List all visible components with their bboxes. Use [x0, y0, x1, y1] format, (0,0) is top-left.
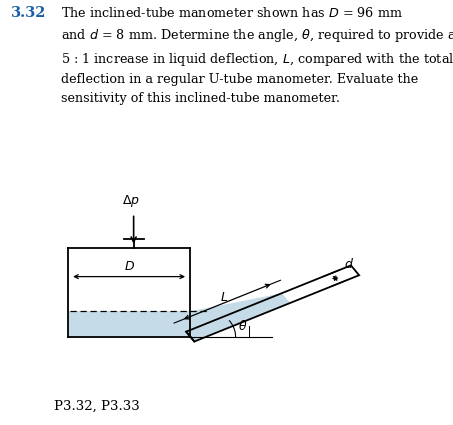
Text: $\Delta p$: $\Delta p$ — [122, 193, 140, 209]
Text: The inclined-tube manometer shown has $D$ = 96 mm
and $d$ = 8 mm. Determine the : The inclined-tube manometer shown has $D… — [61, 6, 453, 105]
Polygon shape — [186, 293, 290, 342]
Polygon shape — [190, 293, 290, 337]
Text: $d$: $d$ — [344, 257, 354, 271]
Text: 3.32: 3.32 — [11, 6, 47, 20]
Text: $D$: $D$ — [124, 260, 135, 273]
Text: $L$: $L$ — [220, 291, 228, 304]
Polygon shape — [68, 312, 190, 337]
Text: P3.32, P3.33: P3.32, P3.33 — [54, 400, 140, 412]
Text: $\theta$: $\theta$ — [238, 319, 247, 333]
